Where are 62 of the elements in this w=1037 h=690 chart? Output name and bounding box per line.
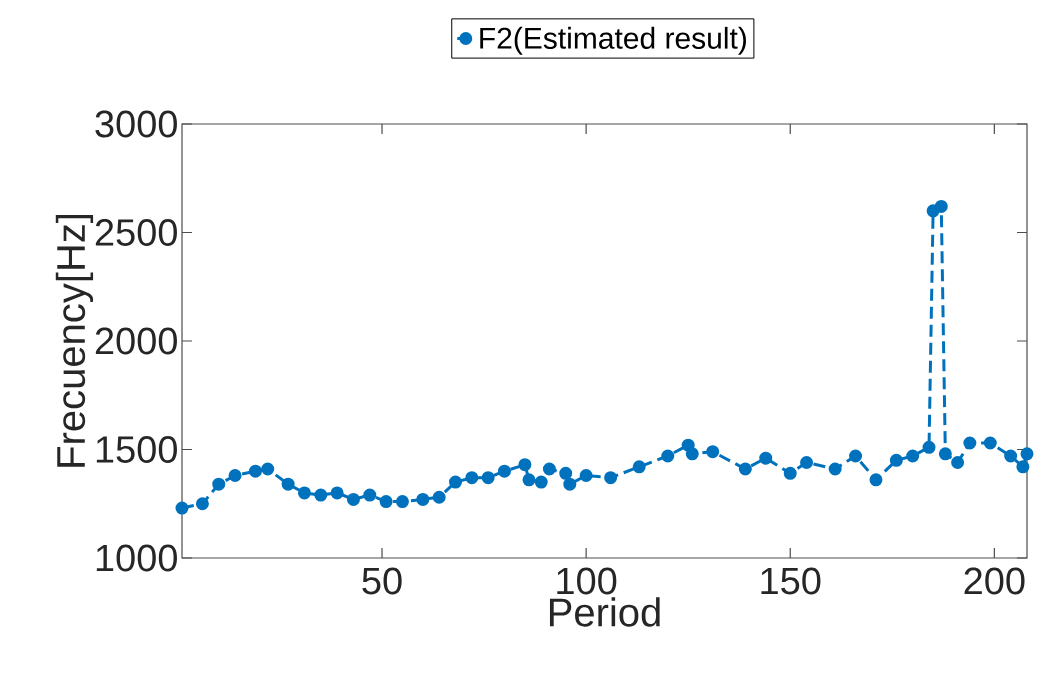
point (248, 464, 262, 478)
point (963, 436, 977, 450)
point (922, 440, 936, 454)
point (195, 497, 209, 511)
point (559, 466, 573, 480)
point (1020, 447, 1034, 461)
point (706, 445, 720, 459)
point (518, 458, 532, 472)
point (542, 462, 556, 476)
point (314, 488, 328, 502)
point (261, 462, 275, 476)
point (363, 488, 377, 502)
point (849, 449, 863, 463)
y-tick-label: 2500 (95, 219, 177, 246)
point (783, 466, 797, 480)
point (416, 492, 430, 506)
point (175, 501, 189, 515)
point (738, 462, 752, 476)
legend-label: F2(Estimated result) (480, 26, 746, 55)
y-axis-title: Frecuency[Hz] (55, 214, 94, 467)
point (661, 449, 675, 463)
point (522, 473, 536, 487)
point (432, 490, 446, 504)
point (481, 471, 495, 485)
point (1016, 460, 1030, 474)
point (869, 473, 883, 487)
point (346, 492, 360, 506)
x-tick-label: 100 (557, 567, 617, 595)
point (632, 460, 646, 474)
point (281, 477, 295, 491)
point (906, 449, 920, 463)
point (685, 447, 699, 461)
point (889, 453, 903, 467)
x-tick-label: 150 (761, 567, 821, 595)
point (379, 495, 393, 509)
point (983, 436, 997, 450)
point (938, 447, 952, 461)
point (465, 471, 479, 485)
point (951, 456, 965, 470)
point (449, 475, 462, 489)
y-tick-label: 1000 (96, 544, 177, 572)
y-tick-label: 3000 (95, 110, 177, 138)
point (800, 456, 814, 470)
x-tick-label: 50 (362, 567, 402, 595)
point (330, 486, 344, 500)
y-tick-label: 2000 (95, 327, 177, 355)
point (212, 477, 226, 491)
point (297, 486, 311, 500)
point (1004, 449, 1018, 463)
point (934, 199, 948, 213)
point (759, 451, 773, 465)
y-tick-label: 1500 (96, 436, 177, 463)
point (534, 475, 548, 489)
point (395, 495, 409, 509)
point (228, 469, 242, 483)
point (563, 477, 577, 491)
x-tick-label: 200 (964, 567, 1025, 595)
point (604, 471, 618, 485)
point (497, 464, 511, 478)
point (579, 469, 593, 483)
point (828, 462, 842, 476)
x-axis-title: Period (549, 597, 660, 627)
